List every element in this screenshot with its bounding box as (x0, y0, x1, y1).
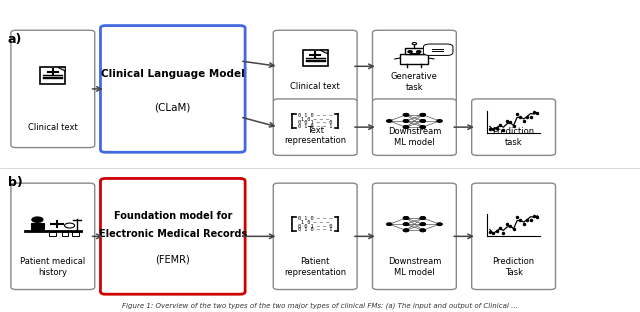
Text: Figure 1: Overview of the two types of the two major types of clinical FMs: (a) : Figure 1: Overview of the two types of t… (122, 302, 518, 309)
Text: Clinical text: Clinical text (28, 123, 77, 132)
Circle shape (420, 120, 426, 122)
Circle shape (403, 120, 409, 122)
Text: 0 1 0 — — 1: 0 1 0 — — 1 (298, 227, 332, 232)
Circle shape (403, 229, 409, 232)
Polygon shape (320, 50, 328, 54)
Text: 1 0 — — —: 1 0 — — — (301, 220, 329, 225)
Circle shape (437, 223, 442, 226)
Text: Foundation model for: Foundation model for (114, 212, 232, 222)
Circle shape (420, 114, 426, 116)
Text: Electronic Medical Records: Electronic Medical Records (99, 229, 247, 239)
Text: Text
representation: Text representation (284, 126, 346, 145)
Text: Clinical Language Model: Clinical Language Model (101, 69, 244, 79)
Circle shape (403, 217, 409, 219)
Circle shape (412, 42, 417, 45)
FancyBboxPatch shape (472, 99, 556, 155)
Circle shape (420, 229, 426, 232)
Circle shape (387, 223, 392, 226)
FancyBboxPatch shape (11, 30, 95, 148)
FancyBboxPatch shape (40, 67, 65, 84)
Text: Patient medical
history: Patient medical history (20, 257, 85, 277)
Text: b): b) (8, 176, 22, 189)
Text: 0 0 1 — — 0: 0 0 1 — — 0 (298, 224, 332, 229)
Bar (72, 232, 79, 236)
Bar (401, 54, 428, 64)
FancyBboxPatch shape (424, 44, 453, 56)
Circle shape (420, 217, 426, 219)
Bar (404, 48, 424, 54)
FancyBboxPatch shape (273, 99, 357, 155)
Circle shape (420, 114, 426, 116)
FancyBboxPatch shape (472, 183, 556, 290)
Text: Generative
task: Generative task (391, 72, 438, 92)
FancyBboxPatch shape (372, 99, 456, 155)
FancyBboxPatch shape (11, 183, 95, 290)
Text: 0 1 0 — — —: 0 1 0 — — — (298, 113, 332, 118)
FancyBboxPatch shape (273, 183, 357, 290)
Text: 0 1 0 — — —: 0 1 0 — — — (298, 216, 332, 221)
Circle shape (403, 114, 409, 116)
Circle shape (437, 120, 442, 122)
Text: Prediction
Task: Prediction Task (493, 257, 534, 277)
Bar (62, 232, 68, 236)
Circle shape (403, 229, 409, 232)
Circle shape (403, 223, 409, 226)
Circle shape (403, 114, 409, 116)
Circle shape (408, 51, 412, 53)
Text: 1 0 — — —: 1 0 — — — (301, 117, 329, 122)
Polygon shape (58, 67, 65, 71)
FancyBboxPatch shape (372, 183, 456, 290)
Circle shape (65, 223, 75, 228)
Circle shape (403, 126, 409, 129)
Text: a): a) (8, 33, 22, 46)
FancyBboxPatch shape (273, 30, 357, 102)
Text: Downstream
ML model: Downstream ML model (388, 257, 441, 277)
Circle shape (420, 120, 426, 122)
Text: 0 1 0 — — 1: 0 1 0 — — 1 (298, 124, 332, 129)
FancyBboxPatch shape (100, 26, 245, 152)
FancyBboxPatch shape (303, 50, 328, 66)
Circle shape (420, 223, 426, 226)
Circle shape (403, 217, 409, 219)
Circle shape (420, 223, 426, 226)
Circle shape (32, 217, 43, 222)
Text: Prediction
task: Prediction task (493, 127, 534, 147)
Text: Patient
representation: Patient representation (284, 257, 346, 277)
Circle shape (420, 217, 426, 219)
Circle shape (420, 126, 426, 129)
Circle shape (403, 126, 409, 129)
Text: Downstream
ML model: Downstream ML model (388, 127, 441, 147)
Text: (FEMR): (FEMR) (156, 255, 190, 265)
Circle shape (403, 120, 409, 122)
Text: (CLaM): (CLaM) (155, 102, 191, 112)
FancyBboxPatch shape (100, 178, 245, 294)
Circle shape (420, 229, 426, 232)
Bar (49, 232, 56, 236)
Text: Clinical text: Clinical text (291, 82, 340, 91)
Text: 0 0 1 — — 0: 0 0 1 — — 0 (298, 120, 332, 125)
Circle shape (403, 223, 409, 226)
FancyBboxPatch shape (372, 30, 456, 102)
Bar (31, 223, 44, 231)
Circle shape (417, 51, 421, 53)
Circle shape (420, 126, 426, 129)
Circle shape (387, 120, 392, 122)
